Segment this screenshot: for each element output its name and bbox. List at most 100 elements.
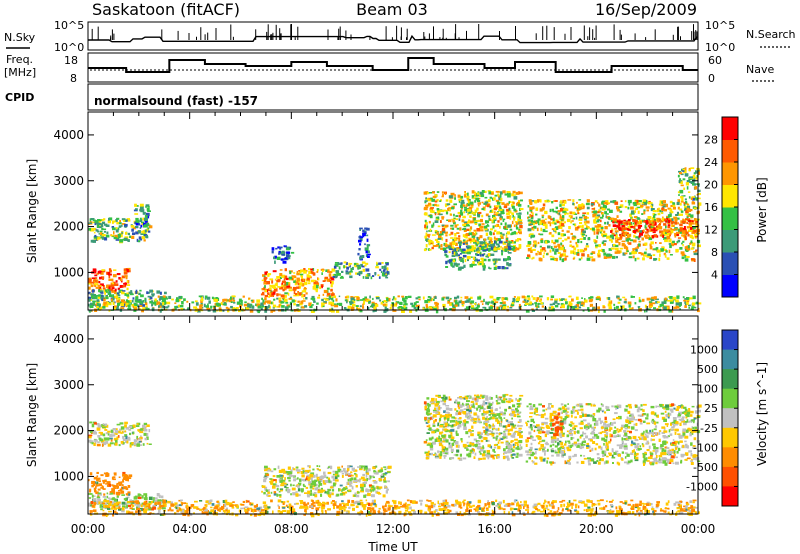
echo-cell: [378, 276, 381, 279]
echo-cell: [613, 218, 617, 222]
echo-cell: [380, 270, 383, 273]
echo-cell: [441, 297, 445, 301]
echo-cell: [569, 302, 573, 306]
echo-cell: [457, 194, 461, 198]
echo-cell: [639, 221, 642, 224]
echo-cell: [602, 306, 606, 309]
echo-cell: [337, 466, 341, 469]
echo-cell: [144, 217, 148, 221]
echo-cell: [614, 230, 619, 233]
echo-cell: [126, 299, 128, 303]
echo-cell: [430, 429, 434, 431]
echo-cell: [349, 301, 354, 304]
echo-cell: [362, 268, 365, 272]
echo-cell: [504, 193, 508, 196]
echo-cell: [602, 249, 605, 253]
echo-cell: [527, 228, 532, 232]
echo-cell: [655, 218, 659, 222]
echo-cell: [609, 217, 613, 220]
echo-cell: [142, 222, 147, 226]
echo-cell: [528, 222, 531, 224]
echo-cell: [415, 297, 419, 300]
echo-cell: [555, 257, 558, 262]
echo-cell: [524, 304, 527, 306]
echo-cell: [459, 242, 462, 246]
echo-cell: [360, 263, 363, 267]
echo-cell: [518, 427, 522, 430]
echo-cell: [554, 239, 559, 243]
echo-cell: [644, 242, 648, 246]
echo-cell: [268, 489, 270, 492]
echo-cell: [475, 242, 478, 245]
echo-cell: [675, 248, 679, 253]
echo-cell: [121, 224, 123, 227]
echo-cell: [295, 468, 298, 472]
echo-cell: [507, 246, 511, 249]
echo-cell: [316, 284, 319, 289]
echo-cell: [686, 216, 689, 219]
echo-cell: [269, 284, 272, 287]
echo-cell: [606, 254, 610, 257]
echo-cell: [502, 301, 506, 305]
echo-cell: [382, 478, 386, 482]
echo-cell: [530, 249, 533, 253]
echo-cell: [434, 212, 437, 215]
echo-cell: [318, 294, 321, 297]
echo-cell: [142, 424, 146, 428]
echo-cell: [90, 293, 95, 296]
echo-cell: [142, 232, 147, 236]
echo-cell: [575, 296, 579, 300]
echo-cell: [330, 296, 333, 298]
echo-cell: [275, 480, 277, 483]
echo-cell: [454, 197, 456, 200]
echo-cell: [491, 209, 494, 213]
echo-cell: [467, 198, 470, 202]
echo-cell: [242, 295, 245, 298]
echo-cell: [429, 299, 433, 302]
echo-cell: [120, 307, 125, 309]
echo-cell: [133, 309, 137, 312]
echo-cell: [489, 232, 493, 235]
echo-cell: [596, 296, 600, 299]
echo-cell: [284, 309, 287, 312]
echo-cell: [322, 270, 324, 272]
echo-cell: [675, 302, 680, 306]
echo-cell: [371, 301, 375, 305]
echo-cell: [454, 296, 457, 300]
echo-cell: [598, 203, 601, 207]
echo-cell: [666, 217, 670, 219]
echo-cell: [272, 304, 277, 308]
echo-cell: [306, 474, 310, 478]
echo-cell: [366, 273, 370, 275]
echo-cell: [302, 483, 305, 486]
echo-cell: [601, 201, 604, 205]
echo-cell: [581, 302, 585, 305]
echo-cell: [679, 247, 683, 250]
echo-cell: [549, 232, 552, 235]
echo-cell: [487, 215, 491, 218]
echo-cell: [443, 416, 448, 420]
echo-cell: [439, 200, 442, 202]
echo-cell: [94, 222, 97, 226]
echo-cell: [321, 272, 323, 275]
echo-cell: [98, 219, 102, 221]
echo-cell: [656, 217, 660, 220]
echo-cell: [91, 485, 94, 488]
echo-cell: [180, 296, 183, 299]
echo-cell: [366, 227, 370, 231]
echo-cell: [498, 209, 502, 211]
echo-cell: [487, 258, 491, 262]
echo-cell: [466, 441, 469, 444]
echo-cell: [439, 209, 443, 212]
echo-cell: [295, 491, 298, 493]
echo-cell: [166, 301, 171, 305]
freq-label: Freq.: [6, 53, 33, 66]
echo-cell: [473, 217, 476, 221]
echo-cell: [105, 304, 109, 308]
echo-cell: [512, 404, 516, 408]
echo-cell: [309, 485, 313, 489]
echo-cell: [538, 233, 540, 235]
echo-cell: [216, 309, 218, 312]
echo-cell: [425, 206, 429, 209]
echo-cell: [106, 424, 109, 428]
